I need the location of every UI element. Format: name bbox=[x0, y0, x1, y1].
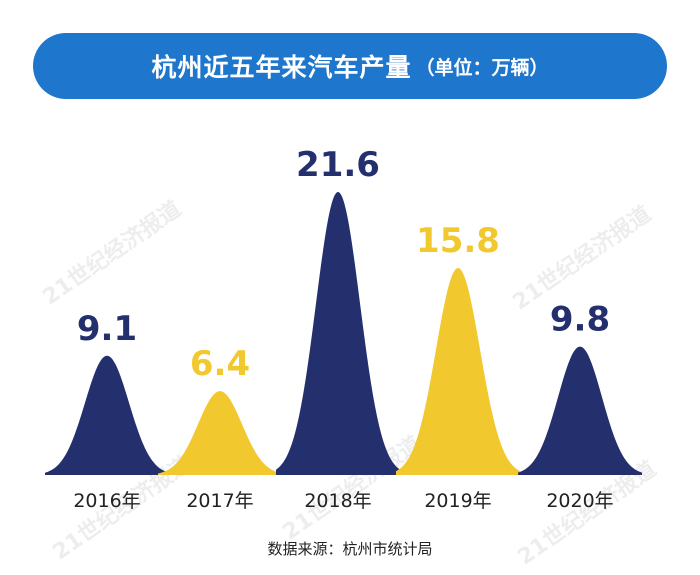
title-banner: 杭州近五年来汽车产量 （单位：万辆） bbox=[33, 33, 667, 99]
peak-2019年 bbox=[396, 268, 520, 475]
x-tick-label: 2020年 bbox=[546, 490, 613, 512]
x-tick-label: 2017年 bbox=[186, 490, 253, 512]
peak-2020年 bbox=[518, 346, 642, 475]
x-tick-label: 2016年 bbox=[73, 490, 140, 512]
peak-2018年 bbox=[276, 192, 400, 475]
value-label: 9.8 bbox=[550, 300, 610, 340]
value-label: 15.8 bbox=[416, 221, 500, 261]
value-label: 9.1 bbox=[77, 309, 137, 349]
chart-unit: （单位：万辆） bbox=[415, 56, 549, 79]
x-tick-label: 2019年 bbox=[424, 490, 491, 512]
value-label: 21.6 bbox=[296, 145, 380, 185]
peak-2016年 bbox=[45, 355, 169, 475]
source-note: 数据来源：杭州市统计局 bbox=[267, 540, 433, 558]
chart-peaks bbox=[45, 192, 642, 475]
x-tick-label: 2018年 bbox=[304, 490, 371, 512]
chart-title: 杭州近五年来汽车产量 bbox=[151, 53, 412, 82]
value-label: 6.4 bbox=[190, 344, 250, 384]
peak-2017年 bbox=[158, 391, 282, 475]
chart-value-labels: 9.1 6.4 21.6 15.8 9.8 bbox=[77, 145, 610, 384]
chart-x-labels: 2016年 2017年 2018年 2019年 2020年 bbox=[73, 490, 613, 512]
